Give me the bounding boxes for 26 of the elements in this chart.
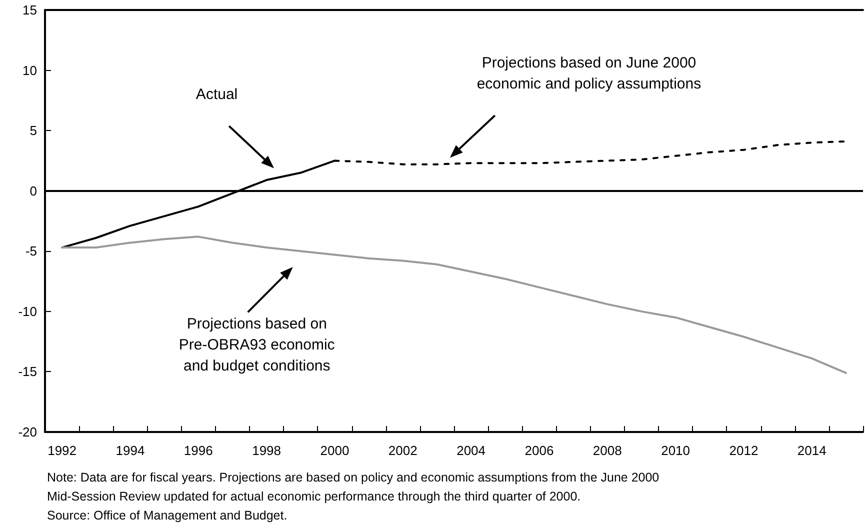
- x-tick-label: 2008: [592, 443, 622, 458]
- x-tick-label: 1998: [252, 443, 282, 458]
- y-tick-label: -5: [25, 244, 37, 259]
- x-tick-label: 1994: [116, 443, 145, 458]
- x-tick-label: 1992: [48, 443, 77, 458]
- annotation: Projections based on June 2000 economic and policy assumptions: [476, 54, 702, 92]
- x-tick-label: 2014: [797, 443, 826, 458]
- y-tick-label: 0: [30, 183, 37, 198]
- x-tick-label: 2012: [729, 443, 758, 458]
- line-series: [61, 236, 847, 374]
- y-tick-label: 10: [22, 62, 37, 78]
- x-tick-label: 2004: [456, 443, 486, 458]
- annotation: Actual: [196, 86, 238, 103]
- annotation: Projections based on Pre-OBRA93 economic and budget conditions: [178, 316, 336, 375]
- y-tick-label: -20: [18, 424, 37, 440]
- x-tick-label: 2010: [661, 443, 690, 458]
- source-note: Source: Office of Management and Budget.: [47, 508, 288, 522]
- text: Note: Data are for fiscal years. Projections are based on policy and economic assumptions from the June 2000 Mid-Session Review updated for actual economic performance through the third quarter of 2000.: [47, 470, 660, 504]
- y-tick-label: 5: [30, 123, 37, 138]
- x-tick-label: 2006: [524, 443, 554, 458]
- x-tick-label: 1996: [184, 443, 213, 458]
- y-tick-label: -10: [18, 304, 37, 319]
- y-tick-label: -15: [18, 364, 37, 380]
- x-tick-label: 2000: [320, 443, 350, 458]
- x-tick-label: 2002: [388, 443, 418, 458]
- y-tick-label: 15: [22, 2, 37, 18]
